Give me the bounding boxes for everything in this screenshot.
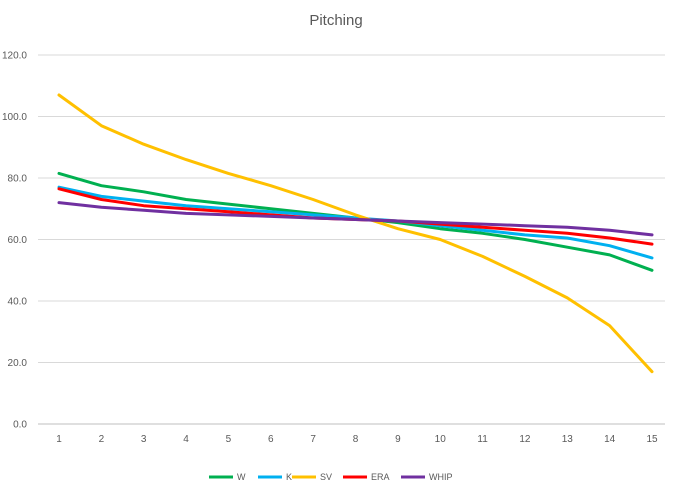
y-tick-label: 40.0 [8, 297, 28, 308]
legend-label-whip: WHIP [429, 472, 453, 482]
x-tick-label: 13 [562, 434, 574, 445]
x-tick-label: 5 [226, 434, 232, 445]
series-line-sv [57, 93, 654, 374]
y-tick-label: 20.0 [8, 358, 28, 369]
x-tick-label: 10 [435, 434, 447, 445]
y-tick-label: 80.0 [8, 174, 28, 185]
x-tick-label: 7 [310, 434, 316, 445]
legend: W K SV ERA WHIP [209, 472, 453, 482]
y-tick-label: 0.0 [13, 420, 27, 431]
y-tick-label: 100.0 [2, 112, 27, 123]
y-axis-ticks: 0.0 20.0 40.0 60.0 80.0 100.0 120.0 [2, 51, 27, 431]
x-tick-label: 11 [477, 434, 488, 445]
x-axis-ticks: 1 2 3 4 5 6 7 8 9 10 11 12 13 14 15 [56, 434, 658, 445]
chart-title: Pitching [309, 12, 362, 29]
x-tick-label: 9 [395, 434, 401, 445]
y-tick-label: 120.0 [2, 51, 27, 62]
legend-label-era: ERA [371, 472, 390, 482]
series-lines [57, 93, 654, 374]
x-tick-label: 3 [141, 434, 147, 445]
legend-label-sv: SV [320, 472, 332, 482]
series-line-w [57, 171, 654, 272]
x-tick-label: 14 [604, 434, 616, 445]
gridlines [38, 54, 665, 425]
legend-label-w: W [237, 472, 246, 482]
y-tick-label: 60.0 [8, 235, 28, 246]
x-tick-label: 6 [268, 434, 274, 445]
legend-label-k: K [286, 472, 292, 482]
x-tick-label: 15 [646, 434, 658, 445]
x-tick-label: 2 [99, 434, 105, 445]
x-tick-label: 12 [519, 434, 531, 445]
series-line-whip [57, 201, 654, 237]
x-tick-label: 4 [183, 434, 189, 445]
x-tick-label: 1 [56, 434, 62, 445]
x-tick-label: 8 [353, 434, 359, 445]
